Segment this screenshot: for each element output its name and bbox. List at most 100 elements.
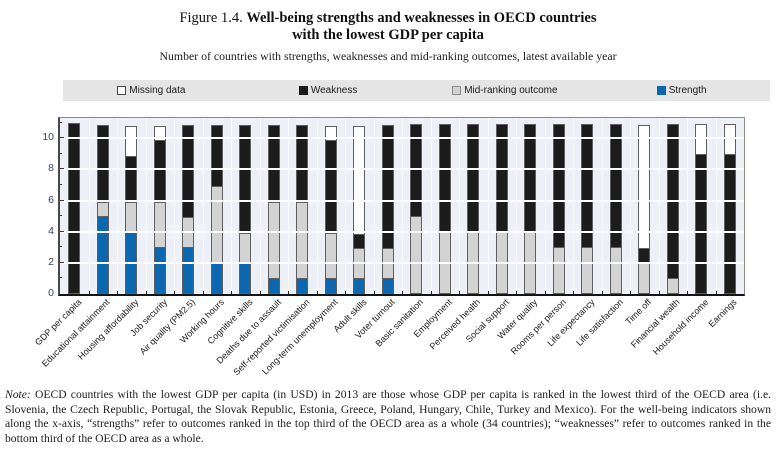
chart-legend: Missing data Weakness Mid-ranking outcom… [63, 80, 770, 101]
bar-voter-turnout [374, 118, 403, 294]
strength-swatch-icon [656, 86, 666, 95]
segment-mid-ranking-outcome [638, 262, 651, 294]
x-category-label: Job security [127, 297, 169, 339]
x-tick [544, 291, 546, 294]
x-tick [430, 291, 432, 294]
legend-label: Missing data [129, 85, 186, 96]
x-tick [516, 291, 517, 294]
bar-basic-sanitation [402, 118, 431, 294]
segment-strength [267, 278, 280, 294]
segment-mid-ranking-outcome [609, 247, 622, 294]
bar-earnings [716, 118, 745, 294]
y-tick [60, 246, 62, 248]
y-tick-label: 10 [42, 131, 54, 144]
segment-strength [381, 278, 394, 294]
x-category-label: Long-term unemployment [260, 297, 340, 377]
segment-weakness [353, 233, 366, 250]
x-category-label: Water quality [495, 297, 540, 341]
x-tick [288, 291, 289, 294]
bar-air-quality-pm2-5 [174, 118, 203, 294]
segment-mid-ranking-outcome [267, 201, 280, 280]
segment-strength [153, 247, 166, 294]
gridline [60, 137, 744, 140]
y-tick-label: 0 [48, 287, 54, 299]
x-tick [402, 291, 403, 294]
bar-educational-attainment [89, 118, 118, 294]
segment-mid-ranking-outcome [495, 231, 508, 294]
vertical-gridline [516, 118, 517, 294]
y-tick [60, 230, 64, 232]
segment-weakness [296, 124, 309, 203]
bar-gdp-per-capita [60, 118, 89, 294]
vertical-gridline [202, 118, 204, 294]
segment-weakness [96, 124, 109, 203]
vertical-gridline [345, 118, 346, 294]
segment-weakness [609, 123, 622, 249]
segment-mid-ranking-outcome [666, 278, 679, 294]
legend-item-missing-data: Missing data [63, 85, 240, 96]
x-category-label: Cognitive skills [205, 297, 255, 347]
bar-cognitive-skills [231, 118, 260, 294]
bar-financial-wealth [659, 118, 688, 294]
gridline [60, 199, 744, 202]
legend-label: Mid-ranking outcome [464, 85, 558, 96]
y-tick [60, 168, 64, 170]
x-category-label: Rooms per person [508, 297, 568, 357]
segment-weakness [666, 123, 679, 280]
x-tick [687, 291, 688, 294]
segment-strength [96, 216, 109, 294]
segment-weakness [381, 124, 394, 250]
bar-life-expectancy [573, 118, 602, 294]
y-tick-label: 2 [48, 255, 54, 268]
x-category-label: Time off [623, 297, 654, 327]
segment-weakness [182, 124, 195, 219]
bar-self-reported-victimisation [288, 118, 317, 294]
note-text: OECD countries with the lowest GDP per c… [5, 388, 771, 445]
gridline [60, 230, 744, 233]
legend-label: Weakness [310, 85, 358, 96]
legend-item-weakness: Weakness [240, 85, 417, 96]
segment-strength [296, 278, 309, 294]
x-tick [487, 291, 489, 294]
bar-job-security [146, 118, 175, 294]
segment-weakness [210, 124, 223, 187]
bar-working-hours [203, 118, 232, 294]
x-category-label: Working hours [177, 297, 226, 345]
segment-mid-ranking-outcome [410, 216, 423, 294]
vertical-gridline [601, 118, 603, 294]
segment-missing-data [723, 123, 736, 155]
segment-mid-ranking-outcome [353, 248, 366, 280]
segment-missing-data [353, 125, 366, 235]
segment-weakness [267, 124, 280, 203]
segment-mid-ranking-outcome [153, 201, 166, 249]
y-tick [60, 215, 62, 217]
segment-mid-ranking-outcome [438, 231, 451, 294]
x-tick [658, 291, 660, 294]
x-axis-labels: GDP per capita Educational attainment Hous… [33, 297, 742, 381]
bar-adult-skills [345, 118, 374, 294]
segment-weakness [125, 155, 138, 203]
segment-weakness [153, 140, 166, 203]
y-tick-label: 6 [48, 193, 54, 206]
x-category-label: Basic sanitation [373, 297, 426, 349]
segment-missing-data [125, 125, 138, 157]
x-category-label: Life expectancy [545, 297, 597, 349]
x-tick [459, 291, 460, 294]
x-category-label: GDP per capita [32, 297, 84, 348]
x-tick [373, 291, 375, 294]
bar-life-satisfaction [602, 118, 631, 294]
segment-weakness [723, 153, 736, 294]
bar-perceived-health [459, 118, 488, 294]
y-tick [60, 277, 62, 279]
note-label: Note: [5, 388, 31, 401]
legend-label: Strength [668, 85, 707, 96]
figure-title-text: Well-being strengths and weaknesses in O… [246, 10, 597, 26]
segment-missing-data [324, 125, 337, 142]
bar-household-income [687, 118, 716, 294]
vertical-gridline [231, 118, 232, 294]
legend-item-mid-ranking: Mid-ranking outcome [417, 85, 594, 96]
bar-deaths-due-to-assault [260, 118, 289, 294]
vertical-gridline [630, 118, 631, 294]
vertical-gridline [117, 118, 118, 294]
y-tick [60, 261, 64, 263]
